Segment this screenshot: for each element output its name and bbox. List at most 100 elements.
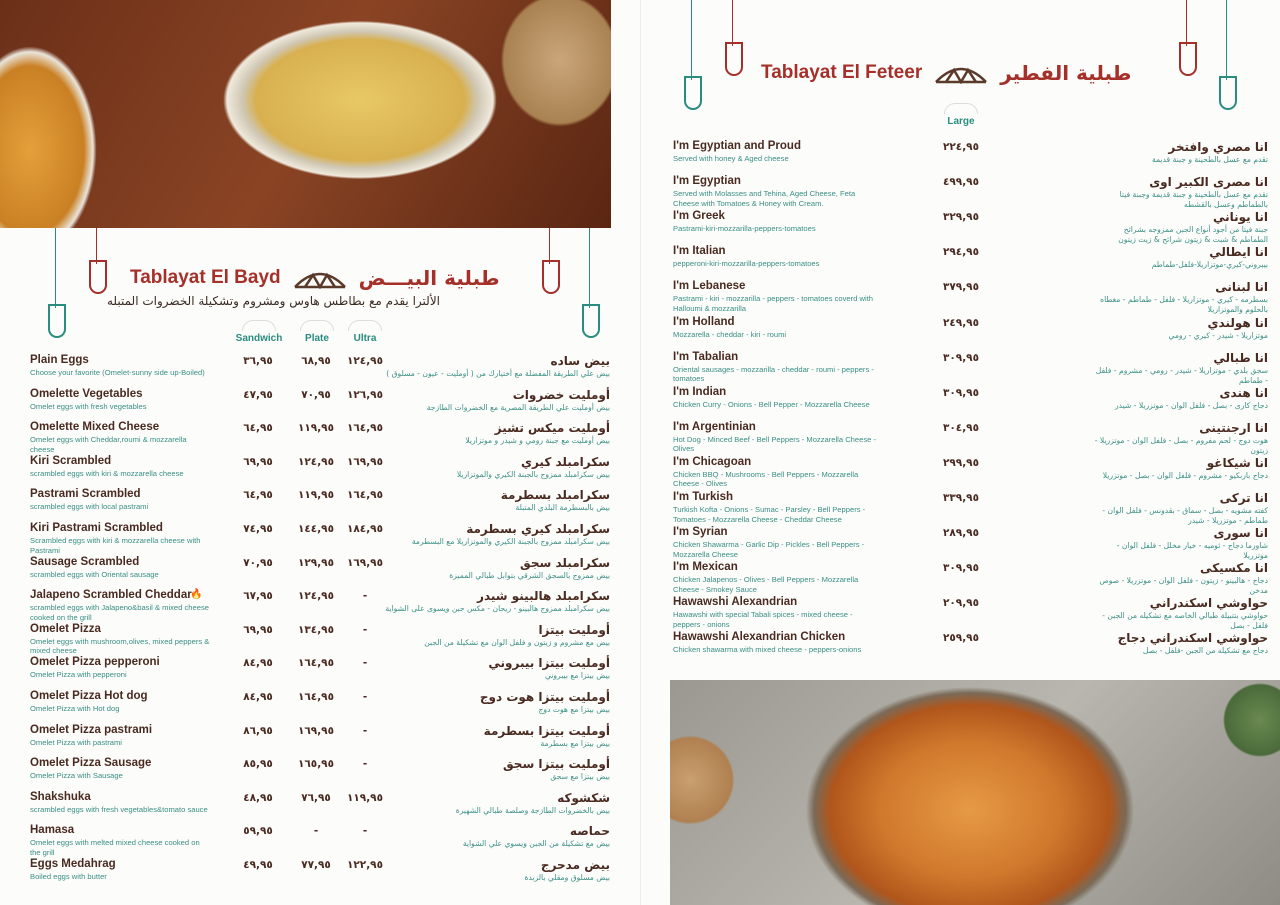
item-description: Turkish Kofta - Onions - Sumac - Parsley…	[673, 505, 866, 524]
item-description-ar: حواوشي بتتبيلة طبالي الخاصه مع تشكيله من…	[1102, 611, 1268, 631]
item-price-large: ٣٠٤,٩٥	[942, 421, 980, 434]
item-price-large: ٢٤٩,٩٥	[942, 316, 980, 329]
item-description: Served with Molasses and Tehina, Aged Ch…	[673, 189, 856, 208]
item-description-ar: بيض مع مشروم و زيتون و فلفل الوان مع تشك…	[424, 637, 610, 647]
item-description-ar: بيض بيتزا مع بيبروني	[544, 671, 610, 681]
item-description-ar: بيض ممزوج بالسجق الشرقي بتوابل طبالي الم…	[449, 570, 610, 580]
item-description-ar: تقدم مع عسل بالطحينة و جبنة قديمة وجبنة …	[1119, 190, 1268, 210]
item-name: Kiri Scrambled	[30, 454, 112, 467]
item-name-ar: حواوشي اسكندراني	[1149, 596, 1268, 611]
item-description: scrambled eggs with kiri & mozzarella ch…	[30, 468, 184, 478]
item-price-ultra: -	[362, 623, 368, 636]
item-description: Scrambled eggs with kiri & mozzarella ch…	[30, 536, 201, 555]
item-price-plate: ٦٨,٩٥	[301, 355, 331, 367]
item-name: I'm Greek	[673, 210, 725, 223]
item-description-ar: بيض سكرامبلد ممزوج بالجبنة الكيري والموت…	[456, 469, 610, 479]
item-description-ar: دجاج كارى - بصل - فلفل الوان - موتزريلا …	[1114, 400, 1268, 410]
arch-logo-icon	[293, 272, 346, 289]
item-name: Omelet Pizza Sausage	[30, 757, 152, 770]
item-description: Choose your favorite (Omelet-sunny side …	[30, 368, 205, 377]
item-name: Omelet Pizza Hot dog	[30, 690, 148, 702]
item-description: Omelet Pizza with pepperoni	[30, 670, 127, 680]
column-header-sandwich: Sandwich	[224, 320, 294, 344]
item-price-ultra: -	[362, 825, 368, 838]
item-price-ultra: -	[362, 657, 368, 670]
item-name: Omelette Vegetables	[30, 387, 143, 400]
item-name: Sausage Scrambled	[30, 555, 140, 568]
item-description: scrambled eggs with Jalapeno&basil & mix…	[30, 603, 209, 622]
lantern-decoration	[684, 0, 702, 110]
item-name-ar: أومليت بيتزا	[538, 622, 610, 637]
item-price-sandwich: ٦٤,٩٥	[243, 422, 273, 435]
item-name: Omelet Pizza pepperoni	[30, 656, 160, 669]
item-price-large: ٢٥٩,٩٥	[942, 632, 980, 645]
item-name: I'm Turkish	[673, 491, 734, 503]
item-price-large: ٣٧٩,٩٥	[942, 281, 980, 294]
item-name-ar: انا مكسيكى	[1200, 561, 1268, 576]
item-price-large: ٢٠٩,٩٥	[942, 597, 980, 610]
item-name-ar: شكشوكه	[557, 790, 610, 805]
item-name: Omelette Mixed Cheese	[30, 421, 160, 434]
item-name-ar: انا ارجنتينى	[1199, 420, 1268, 435]
item-description: Omelet Pizza with Hot dog	[30, 704, 120, 713]
item-name: Shakshuka	[30, 790, 91, 803]
item-description-ar: تقدم مع عسل بالطحينة و جبنة قديمة	[1151, 155, 1268, 164]
item-description: Pastrami - kiri - mozzarilla - peppers -…	[673, 294, 874, 313]
item-name: I'm Italian	[673, 245, 726, 258]
column-header-ultra: Ultra	[330, 320, 400, 344]
item-price-plate: ١٦٤,٩٥	[297, 657, 335, 670]
item-description: Hot Dog - Minced Beef - Bell Peppers - M…	[673, 434, 877, 454]
item-name-ar: أومليت بيتزا هوت دوج	[479, 690, 610, 704]
item-name-ar: سكرامبلد كيري بسطرمة	[466, 522, 610, 536]
item-description-ar: موتزاريلا - شيدر - كيري - رومي	[1168, 330, 1269, 340]
item-price-sandwich: ٦٩,٩٥	[243, 455, 273, 468]
item-name-ar: سكرامبلد سجق	[520, 555, 610, 570]
item-name-ar: سكرامبلد بسطرمة	[500, 488, 610, 503]
item-description-ar: بيض بيتزا مع سجق	[550, 772, 610, 782]
item-description: Boiled eggs with butter	[30, 872, 107, 881]
item-description-ar: بيض بالخضروات الطازجة وصلصة طبالي الشهير…	[455, 805, 610, 815]
item-name: Hawawshi Alexandrian Chicken	[673, 631, 846, 644]
item-description-ar: بيض مع تشكيلة من الجبن ويسوي علي الشواية	[462, 839, 610, 849]
item-description-ar: بيض بيتزا مع بسطرمة	[540, 738, 610, 748]
item-description: scrambled eggs with Oriental sausage	[30, 569, 159, 579]
item-name-ar: انا سورى	[1213, 526, 1268, 541]
item-name: Omelet Pizza	[30, 622, 101, 635]
item-name-ar: انا شيكاغو	[1206, 455, 1268, 470]
item-description-ar: بيض أومليت علي الطريقة المصرية مع الخضرو…	[426, 402, 610, 412]
feteer-photo	[670, 680, 1280, 905]
item-price-sandwich: ٤٨,٩٥	[243, 791, 273, 804]
item-description: Omelet eggs with fresh vegetables	[30, 401, 147, 411]
omelette-photo	[0, 0, 611, 228]
item-description: Chicken Jalapenos - Olives - Bell Pepper…	[673, 575, 859, 594]
item-description: Chicken Shawarma - Garlic Dip - Pickles …	[673, 540, 865, 559]
item-price-ultra: -	[362, 724, 368, 737]
section-title: Tablayat El Bayd طبلية البيـــض	[130, 266, 500, 290]
item-name: I'm Mexican	[673, 561, 738, 574]
spicy-icon: 🔥	[190, 589, 203, 601]
item-description: Served with honey & Aged cheese	[673, 154, 789, 163]
item-description: Omelet eggs with mushroom,olives, mixed …	[30, 636, 210, 656]
item-description: scrambled eggs with local pastrami	[30, 502, 149, 512]
item-price-sandwich: ٣٦,٩٥	[243, 355, 273, 367]
lantern-decoration	[582, 228, 600, 338]
item-description: Omelet Pizza with Sausage	[30, 771, 123, 781]
title-en: Tablayat El Bayd	[130, 267, 281, 288]
item-price-sandwich: ٥٩,٩٥	[243, 825, 273, 838]
item-price-plate: ٧٧,٩٥	[301, 859, 331, 871]
item-name-ar: انا مصري وافتخر	[1168, 140, 1268, 154]
item-description: Mozzarella - cheddar - kiri - roumi	[673, 329, 787, 339]
item-description: Hawawshi with special Tabali spices - mi…	[673, 610, 853, 629]
item-description: Omelet Pizza with pastrami	[30, 737, 122, 747]
item-description: scrambled eggs with fresh vegetables&tom…	[30, 804, 208, 814]
item-description: Chicken shawarma with mixed cheese - pep…	[673, 645, 862, 655]
item-price-plate: ١٣٤,٩٥	[297, 623, 335, 636]
item-price-large: ٢٢٤,٩٥	[942, 141, 980, 153]
item-description: Chicken Curry - Onions - Bell Pepper - M…	[673, 399, 870, 409]
item-name: I'm Indian	[673, 385, 727, 398]
item-price-ultra: -	[362, 691, 368, 703]
item-name: Kiri Pastrami Scrambled	[30, 522, 163, 534]
item-description: Pastrami-kiri-mozzarilla-peppers-tomatoe…	[673, 224, 816, 234]
item-price-large: ٢٩٩,٩٥	[942, 456, 980, 469]
lantern-decoration	[725, 0, 743, 76]
